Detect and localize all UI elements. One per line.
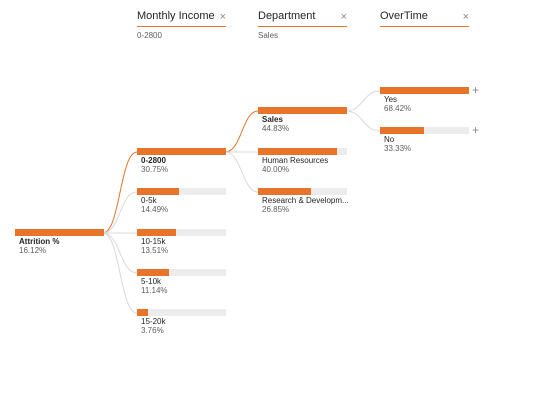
bar-fill [137, 269, 169, 276]
node-value: 3.76% [141, 326, 164, 335]
bar-fill [137, 309, 148, 316]
bar-fill [380, 87, 469, 94]
node-label: Human Resources [262, 156, 329, 165]
level-header-department: Department × Sales [258, 10, 347, 40]
bar-fill [137, 148, 226, 155]
tree-node-overtime[interactable]: No 33.33% [380, 127, 469, 155]
node-value: 14.49% [141, 205, 169, 214]
node-label: 15-20k [141, 317, 166, 326]
node-label: 0-2800 [141, 156, 166, 165]
connector-root-to-income-4 [102, 232, 138, 314]
remove-level-icon[interactable]: × [340, 11, 347, 23]
node-value: 11.14% [141, 286, 168, 295]
bar-track [380, 127, 469, 134]
tree-node-department[interactable]: Research & Developm... 26.85% [258, 188, 349, 216]
connector-root-to-income-3 [102, 232, 138, 274]
level-underline [380, 26, 469, 27]
remove-level-icon[interactable]: × [462, 11, 469, 23]
bar-fill [258, 188, 311, 195]
tree-node-income[interactable]: 0-2800 30.75% [137, 148, 226, 176]
level-title: Department [258, 10, 316, 22]
node-value: 26.85% [262, 205, 290, 214]
node-label: Research & Developm... [262, 196, 349, 205]
node-label: No [384, 135, 395, 144]
tree-node-overtime[interactable]: Yes 68.42% [380, 87, 469, 115]
connector-dept-to-overtime-0 [345, 90, 381, 112]
bar-fill [258, 107, 347, 114]
remove-level-icon[interactable]: × [219, 11, 226, 23]
node-label: 0-5k [141, 196, 157, 205]
level-header-monthly-income: Monthly Income × 0-2800 [137, 10, 226, 40]
level-underline [137, 26, 226, 27]
bar-fill [380, 127, 424, 134]
node-value: 33.33% [384, 144, 412, 153]
bar-track [137, 309, 226, 316]
connector-root-to-income-0 [102, 151, 138, 234]
level-title: OverTime [380, 10, 428, 22]
tree-node-income[interactable]: 0-5k 14.49% [137, 188, 226, 216]
bar-track [137, 229, 226, 236]
expand-plus-icon[interactable]: + [472, 83, 480, 97]
bar-track [137, 269, 226, 276]
connector-root-to-income-1 [102, 191, 138, 234]
node-value: 30.75% [141, 165, 169, 174]
node-label: Attrition % [19, 237, 60, 246]
connector-income-to-dept-0 [224, 110, 259, 153]
node-value: 13.51% [141, 246, 169, 255]
node-label: Yes [384, 95, 398, 104]
tree-node-department[interactable]: Sales 44.83% [258, 107, 347, 135]
bar-fill [137, 188, 179, 195]
bar-track [137, 188, 226, 195]
bar-fill [15, 229, 104, 236]
tree-node-income[interactable]: 5-10k 11.14% [137, 269, 226, 297]
level-title: Monthly Income [137, 10, 215, 22]
node-label: 10-15k [141, 237, 166, 246]
connector-income-to-dept-2 [224, 151, 259, 193]
level-filter-value: 0-2800 [137, 31, 162, 40]
node-value: 16.12% [19, 246, 47, 255]
level-filter-value: Sales [258, 31, 279, 40]
node-value: 44.83% [262, 124, 290, 133]
bar-fill [258, 148, 337, 155]
node-label: 5-10k [141, 277, 162, 286]
node-value: 40.00% [262, 165, 290, 174]
node-label: Sales [262, 115, 283, 124]
expand-plus-icon[interactable]: + [472, 123, 480, 137]
tree-node-department[interactable]: Human Resources 40.00% [258, 148, 347, 176]
level-header-overtime: OverTime × [380, 10, 469, 27]
tree-node-income[interactable]: 10-15k 13.51% [137, 229, 226, 257]
connector-dept-to-overtime-1 [345, 110, 381, 132]
tree-node-income[interactable]: 15-20k 3.76% [137, 309, 226, 337]
level-underline [258, 26, 347, 27]
bar-fill [137, 229, 176, 236]
node-value: 68.42% [384, 104, 412, 113]
tree-node-root[interactable]: Attrition % 16.12% [15, 229, 104, 257]
